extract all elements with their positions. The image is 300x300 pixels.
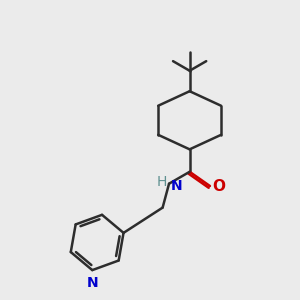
Text: N: N bbox=[86, 276, 98, 290]
Text: H: H bbox=[157, 176, 167, 189]
Text: O: O bbox=[213, 178, 226, 194]
Text: N: N bbox=[171, 179, 182, 193]
